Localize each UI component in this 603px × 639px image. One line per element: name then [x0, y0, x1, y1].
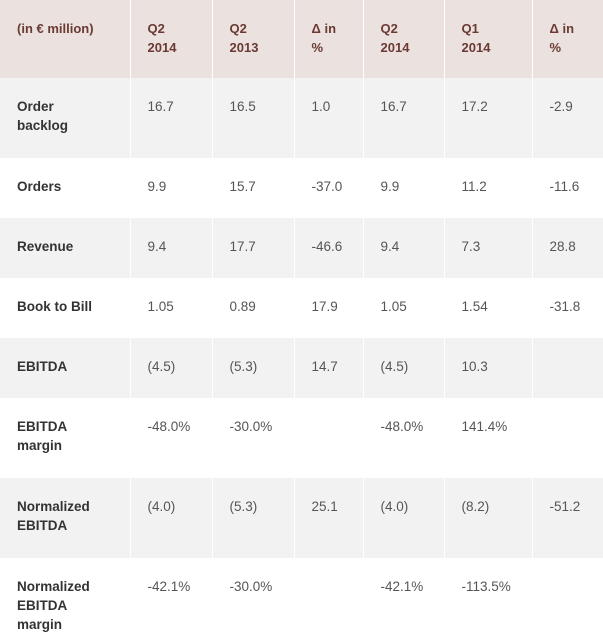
table-cell — [532, 338, 603, 398]
table-cell: (4.5) — [363, 338, 445, 398]
table-row: EBITDA (4.5) (5.3) 14.7 (4.5) 10.3 — [0, 338, 603, 398]
header-delta-yoy: Δ in % — [294, 0, 364, 78]
row-label: Normalized EBITDA margin — [0, 558, 131, 639]
row-label: EBITDA — [0, 338, 131, 398]
table-cell: (4.0) — [130, 478, 213, 558]
header-q1-2014: Q1 2014 — [444, 0, 533, 78]
table-cell: -37.0 — [294, 158, 364, 218]
table-cell — [294, 398, 364, 478]
table-cell: 11.2 — [444, 158, 533, 218]
table-cell: -48.0% — [130, 398, 213, 478]
table-cell: 1.05 — [130, 278, 213, 338]
table-cell: -30.0% — [212, 398, 295, 478]
table-cell: -30.0% — [212, 558, 295, 639]
table-cell: 10.3 — [444, 338, 533, 398]
table-cell: (5.3) — [212, 478, 295, 558]
table-row: Revenue 9.4 17.7 -46.6 9.4 7.3 28.8 — [0, 218, 603, 278]
table-cell: 0.89 — [212, 278, 295, 338]
table-cell: 9.9 — [363, 158, 445, 218]
table-cell: 14.7 — [294, 338, 364, 398]
table-cell: (4.0) — [363, 478, 445, 558]
table-cell: 17.7 — [212, 218, 295, 278]
table-cell — [294, 558, 364, 639]
header-q2-2014-b: Q2 2014 — [363, 0, 445, 78]
row-label: Orders — [0, 158, 131, 218]
header-delta-qoq: Δ in % — [532, 0, 603, 78]
table-cell: 16.5 — [212, 78, 295, 158]
table-cell: 1.0 — [294, 78, 364, 158]
header-unit: (in € million) — [0, 0, 131, 78]
table-cell: 1.05 — [363, 278, 445, 338]
row-label: EBITDA margin — [0, 398, 131, 478]
table-cell: 15.7 — [212, 158, 295, 218]
table-cell: 141.4% — [444, 398, 533, 478]
table-cell — [532, 398, 603, 478]
table-cell: 9.4 — [130, 218, 213, 278]
table-row: Normalized EBITDA margin -42.1% -30.0% -… — [0, 558, 603, 639]
row-label: Revenue — [0, 218, 131, 278]
table-cell: 1.54 — [444, 278, 533, 338]
table-cell: 9.4 — [363, 218, 445, 278]
table-row: Normalized EBITDA (4.0) (5.3) 25.1 (4.0)… — [0, 478, 603, 558]
table-cell: (8.2) — [444, 478, 533, 558]
table-cell: 28.8 — [532, 218, 603, 278]
table-cell: -42.1% — [130, 558, 213, 639]
row-label: Book to Bill — [0, 278, 131, 338]
table-cell: -2.9 — [532, 78, 603, 158]
table-cell: -113.5% — [444, 558, 533, 639]
table-cell: -42.1% — [363, 558, 445, 639]
header-q2-2013: Q2 2013 — [212, 0, 295, 78]
header-q2-2014: Q2 2014 — [130, 0, 213, 78]
table-cell: 7.3 — [444, 218, 533, 278]
table-cell: 16.7 — [363, 78, 445, 158]
table-cell: 17.9 — [294, 278, 364, 338]
table-row: EBITDA margin -48.0% -30.0% -48.0% 141.4… — [0, 398, 603, 478]
table-cell: -46.6 — [294, 218, 364, 278]
table-row: Orders 9.9 15.7 -37.0 9.9 11.2 -11.6 — [0, 158, 603, 218]
table-cell: (4.5) — [130, 338, 213, 398]
table-cell: -51.2 — [532, 478, 603, 558]
table-row: Order backlog 16.7 16.5 1.0 16.7 17.2 -2… — [0, 78, 603, 158]
table-cell: 16.7 — [130, 78, 213, 158]
table-cell: 17.2 — [444, 78, 533, 158]
table-cell: -48.0% — [363, 398, 445, 478]
row-label: Normalized EBITDA — [0, 478, 131, 558]
table-cell: -31.8 — [532, 278, 603, 338]
table-cell: 9.9 — [130, 158, 213, 218]
table-row: Book to Bill 1.05 0.89 17.9 1.05 1.54 -3… — [0, 278, 603, 338]
table-header-row: (in € million) Q2 2014 Q2 2013 Δ in % Q2… — [0, 0, 603, 78]
table-cell: 25.1 — [294, 478, 364, 558]
row-label: Order backlog — [0, 78, 131, 158]
table-cell — [532, 558, 603, 639]
table-cell: (5.3) — [212, 338, 295, 398]
table-cell: -11.6 — [532, 158, 603, 218]
